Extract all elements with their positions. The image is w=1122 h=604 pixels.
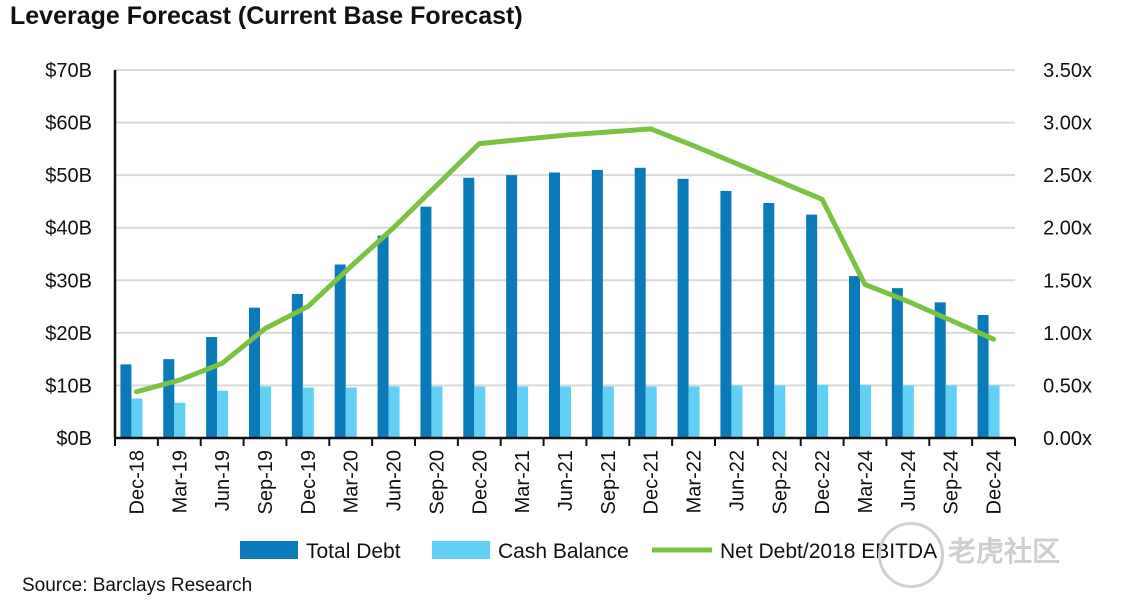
watermark-text: 老虎社区 <box>948 536 1061 567</box>
bar-total-debt <box>934 302 946 438</box>
bar-total-debt <box>763 203 775 438</box>
x-tick-label: Dec-24 <box>984 450 1006 514</box>
x-tick-label: Sep-19 <box>255 450 277 515</box>
legend: Total Debt Cash Balance Net Debt/2018 EBIT… <box>240 540 937 563</box>
y-left-tick-label: $20B <box>45 323 92 345</box>
bar-cash-balance <box>260 386 271 438</box>
bar-total-debt <box>720 190 732 438</box>
bar-cash-balance <box>988 385 1000 438</box>
gridlines <box>115 69 1015 387</box>
y-right-tick-label: 1.50x <box>1043 270 1092 292</box>
x-tick-label: Dec-21 <box>641 450 663 514</box>
x-tick-label: Sep-21 <box>598 450 620 515</box>
bar-total-debt <box>249 307 260 438</box>
bar-cash-balance <box>517 386 529 438</box>
x-tick-label: Mar-19 <box>169 450 191 513</box>
bar-cash-balance <box>302 387 314 438</box>
x-tick-label: Sep-24 <box>941 450 963 515</box>
bar-cash-balance <box>774 385 786 438</box>
bar-cash-balance <box>474 386 486 438</box>
line-net-debt-ebitda <box>133 126 997 395</box>
bar-total-debt <box>206 337 218 438</box>
x-tick-label: Jun-21 <box>555 450 577 511</box>
x-tick-label: Dec-20 <box>469 450 491 514</box>
line-series <box>133 126 997 395</box>
x-tick-label: Sep-20 <box>426 450 448 515</box>
bar-cash-balance <box>174 402 186 438</box>
bar-cash-balance <box>431 386 443 438</box>
x-tick-label: Sep-22 <box>769 450 791 515</box>
bar-cash-balance <box>645 386 657 438</box>
bar-cash-balance <box>817 384 829 438</box>
x-tick-label: Dec-19 <box>298 450 320 514</box>
y-right-tick-label: 1.00x <box>1043 323 1092 345</box>
x-tick-label: Dec-18 <box>126 450 148 514</box>
x-tick-label: Jun-22 <box>726 450 748 511</box>
x-tick-label: Dec-22 <box>812 450 834 514</box>
x-tick-label: Jun-24 <box>898 450 920 511</box>
source-note: Source: Barclays Research <box>22 575 253 596</box>
bar-cash-balance <box>731 385 743 438</box>
bar-total-debt <box>463 177 475 438</box>
y-left-tick-label: $10B <box>45 375 92 397</box>
tick-labels: $0B $10B $20B $30B $40B $50B $60B $70B 0.00x 0.50… <box>45 60 1092 515</box>
bar-cash-balance <box>217 390 229 438</box>
y-right-tick-label: 3.00x <box>1043 113 1092 135</box>
y-left-tick-label: $30B <box>45 270 92 292</box>
bar-cash-balance <box>902 385 914 438</box>
bar-total-debt <box>806 214 818 438</box>
x-tick-label: Mar-24 <box>855 450 877 513</box>
bar-total-debt <box>291 293 303 438</box>
bar-total-debt <box>977 314 989 438</box>
bar-total-debt <box>677 178 689 438</box>
y-left-tick-label: $40B <box>45 218 92 240</box>
bar-total-debt <box>891 288 903 438</box>
y-right-tick-label: 2.00x <box>1043 218 1092 240</box>
bar-cash-balance <box>945 385 957 438</box>
y-left-tick-label: $70B <box>45 60 92 82</box>
bar-cash-balance <box>131 398 143 438</box>
bar-total-debt <box>334 264 346 438</box>
x-tick-label: Mar-20 <box>341 450 363 513</box>
legend-swatch-total-debt <box>240 541 298 559</box>
y-right-tick-label: 2.50x <box>1043 165 1092 187</box>
x-tick-label: Jun-20 <box>384 450 406 511</box>
axes <box>113 70 1016 446</box>
bar-total-debt <box>549 172 560 438</box>
y-left-tick-label: $0B <box>56 428 92 450</box>
bar-cash-balance <box>388 386 400 438</box>
y-right-tick-label: 3.50x <box>1043 60 1092 82</box>
bar-total-debt <box>591 169 603 438</box>
bar-total-debt <box>849 276 860 438</box>
x-tick-label: Mar-21 <box>512 450 534 513</box>
x-tick-label: Mar-22 <box>684 450 706 513</box>
y-left-tick-label: $50B <box>45 165 92 187</box>
bar-total-debt <box>377 235 389 438</box>
bar-total-debt <box>634 167 646 439</box>
watermark-logo <box>878 522 944 588</box>
bar-total-debt <box>420 206 432 438</box>
legend-swatch-cash-balance <box>432 541 490 559</box>
bar-total-debt <box>506 175 518 438</box>
bar-cash-balance <box>602 386 614 438</box>
bar-cash-balance <box>560 386 571 438</box>
legend-label-total-debt: Total Debt <box>306 540 401 563</box>
y-right-tick-label: 0.50x <box>1043 375 1092 397</box>
y-left-tick-label: $60B <box>45 113 92 135</box>
bar-total-debt <box>163 359 175 438</box>
y-right-tick-label: 0.00x <box>1043 428 1092 450</box>
bar-cash-balance <box>688 386 700 438</box>
x-tick-label: Jun-19 <box>212 450 234 511</box>
bar-cash-balance <box>345 387 357 438</box>
bar-cash-balance <box>860 384 871 438</box>
chart-title: Leverage Forecast (Current Base Forecast… <box>10 2 523 30</box>
bar-total-debt <box>120 364 132 438</box>
bar-marks <box>120 167 1000 439</box>
legend-label-cash-balance: Cash Balance <box>498 540 629 563</box>
